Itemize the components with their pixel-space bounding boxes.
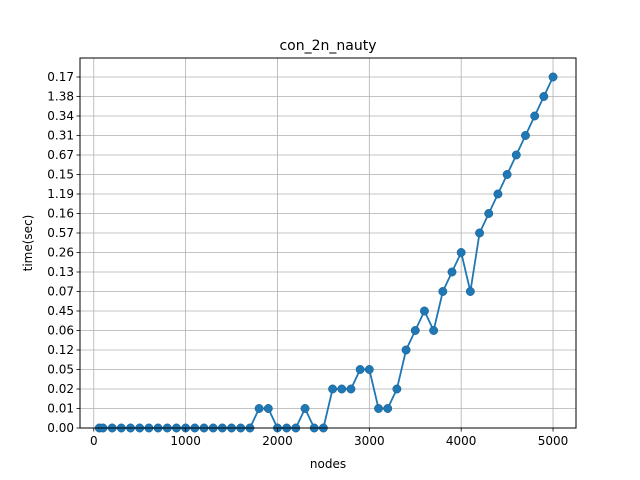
data-point [374, 404, 383, 413]
y-tick-label: 0.16 [47, 207, 74, 221]
data-point [328, 384, 338, 394]
series [94, 72, 558, 433]
data-point [419, 306, 429, 316]
data-point [475, 228, 485, 238]
y-tick-label: 0.13 [47, 265, 74, 279]
data-point [493, 189, 503, 199]
data-point [401, 345, 411, 355]
data-point [355, 365, 365, 374]
x-tick-label: 0 [90, 434, 98, 448]
data-point [392, 384, 402, 394]
y-tick-label: 1.38 [47, 90, 74, 104]
y-tick-label: 0.01 [47, 402, 74, 416]
y-tick-label: 1.19 [47, 187, 74, 201]
data-point [383, 404, 393, 413]
data-point [539, 92, 549, 101]
x-tick-label: 4000 [446, 434, 477, 448]
y-tick-label: 0.12 [47, 343, 74, 357]
data-point [530, 111, 540, 121]
x-tick-label: 1000 [170, 434, 201, 448]
grid [80, 58, 576, 429]
data-point [548, 72, 558, 82]
y-tick-label: 0.06 [47, 324, 74, 338]
data-point [364, 365, 374, 374]
y-axis: 0.00 0.01 0.02 0.05 0.12 0.06 0.45 0.07 0.13 0.26… [47, 70, 80, 435]
data-point [511, 150, 521, 160]
chart-title: con_2n_nauty [279, 38, 376, 54]
x-tick-label: 2000 [262, 434, 293, 448]
x-axis-label: nodes [310, 457, 346, 471]
data-point [346, 384, 356, 394]
data-point [300, 404, 310, 413]
x-tick-label: 5000 [538, 434, 569, 448]
y-tick-label: 0.26 [47, 246, 74, 260]
y-tick-label: 0.15 [47, 168, 74, 182]
x-axis: 0 1000 2000 3000 4000 5000 [90, 428, 568, 448]
y-tick-label: 0.31 [47, 129, 74, 143]
data-point [263, 404, 273, 413]
y-tick-label: 0.67 [47, 148, 74, 162]
y-tick-label: 0.00 [47, 421, 74, 435]
x-tick-label: 3000 [354, 434, 385, 448]
data-point [465, 287, 475, 296]
data-point [502, 170, 512, 179]
y-tick-label: 0.05 [47, 363, 74, 377]
data-point [521, 131, 530, 140]
y-tick-label: 0.07 [47, 285, 74, 299]
data-point [438, 287, 448, 296]
y-tick-label: 0.34 [47, 109, 74, 123]
data-point [484, 209, 494, 218]
y-axis-label: time(sec) [21, 215, 35, 272]
y-tick-label: 0.57 [47, 226, 74, 240]
y-tick-label: 0.45 [47, 304, 74, 318]
data-point [447, 267, 457, 277]
data-point [456, 248, 466, 257]
data-point [337, 384, 347, 394]
data-point [410, 326, 420, 335]
y-tick-label: 0.02 [47, 382, 74, 396]
plot-frame [79, 57, 577, 429]
data-point [429, 326, 439, 335]
data-point [254, 404, 264, 413]
y-tick-label: 0.17 [47, 70, 74, 84]
